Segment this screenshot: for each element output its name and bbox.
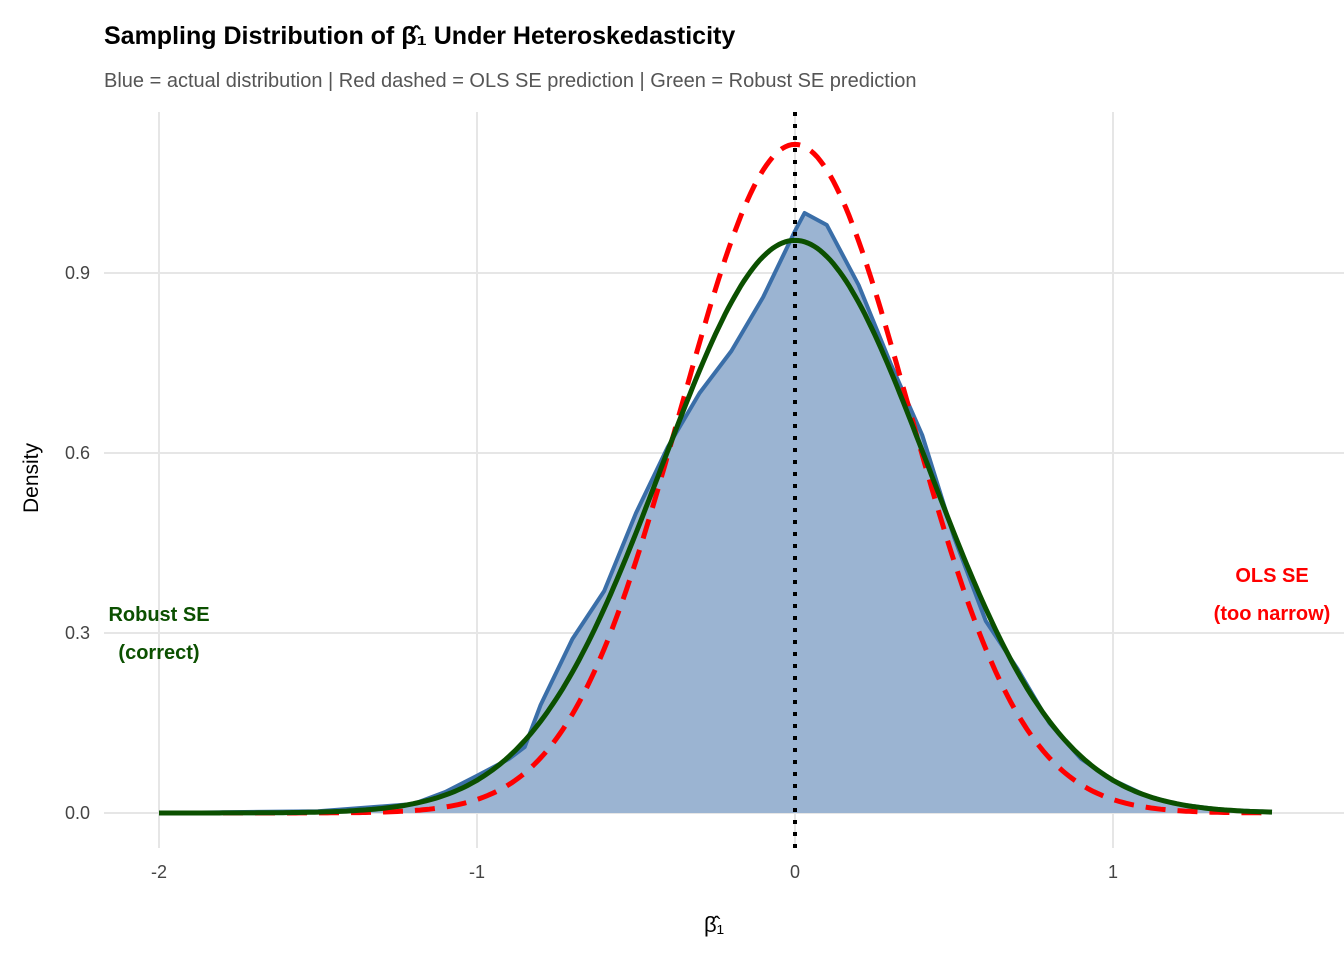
ols-se-prediction-line: [159, 141, 1272, 816]
y-tick-label: 0.6: [65, 443, 90, 463]
y-tick-label: 0.9: [65, 263, 90, 283]
y-tick-label: 0.3: [65, 623, 90, 643]
marks: Robust SE (correct) OLS SE (too narrow): [108, 112, 1330, 848]
annotation-label: (correct): [118, 642, 199, 664]
ticks: -2 -1 0 1 0.0 0.3 0.6 0.9: [65, 263, 1118, 882]
y-axis-label: Density: [20, 442, 43, 513]
chart-title: Sampling Distribution of β̂₁ Under Heter…: [104, 22, 735, 50]
y-tick-label: 0.0: [65, 803, 90, 823]
x-tick-label: 0: [790, 862, 800, 882]
x-tick-label: 1: [1108, 862, 1118, 882]
robust-se-prediction-line: [159, 237, 1273, 816]
x-tick-label: -1: [469, 862, 485, 882]
actual-density-fill: [159, 213, 1272, 813]
annotation-label: OLS SE: [1235, 565, 1308, 587]
annotation-label: Robust SE: [108, 604, 209, 626]
annotation-label: (too narrow): [1214, 603, 1331, 625]
x-tick-label: -2: [151, 862, 167, 882]
chart-subtitle: Blue = actual distribution | Red dashed …: [104, 70, 917, 92]
x-axis-label: β̂₁: [704, 912, 724, 937]
